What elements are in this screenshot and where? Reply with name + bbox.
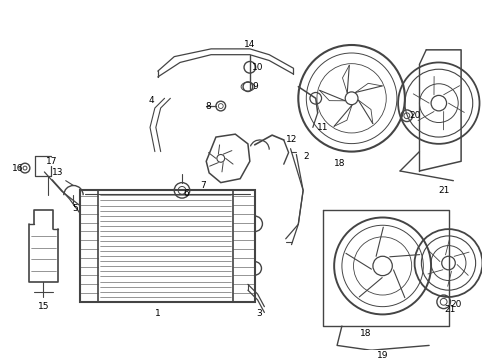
Text: 14: 14 xyxy=(244,40,255,49)
Text: 8: 8 xyxy=(205,102,211,111)
Text: 11: 11 xyxy=(317,123,328,132)
Bar xyxy=(80,190,98,302)
Text: 12: 12 xyxy=(286,135,297,144)
Text: 18: 18 xyxy=(334,159,346,168)
Text: 16: 16 xyxy=(11,163,23,172)
Text: 18: 18 xyxy=(360,329,372,338)
Text: 10: 10 xyxy=(252,63,263,72)
Text: 21: 21 xyxy=(438,186,449,195)
Text: 4: 4 xyxy=(148,96,154,105)
Text: 7: 7 xyxy=(200,181,206,190)
Text: 15: 15 xyxy=(38,302,49,311)
Text: 9: 9 xyxy=(253,82,259,91)
Text: 17: 17 xyxy=(47,157,58,166)
Text: 20: 20 xyxy=(409,111,420,120)
Bar xyxy=(80,190,255,302)
Text: 1: 1 xyxy=(155,309,161,318)
Text: 20: 20 xyxy=(451,300,462,309)
Text: 13: 13 xyxy=(52,168,64,177)
Text: 5: 5 xyxy=(73,204,78,213)
Bar xyxy=(233,190,255,302)
Text: 21: 21 xyxy=(445,305,456,314)
Text: 2: 2 xyxy=(303,152,309,161)
Text: 6: 6 xyxy=(183,189,189,198)
Text: 19: 19 xyxy=(377,351,389,360)
Text: 3: 3 xyxy=(257,309,263,318)
